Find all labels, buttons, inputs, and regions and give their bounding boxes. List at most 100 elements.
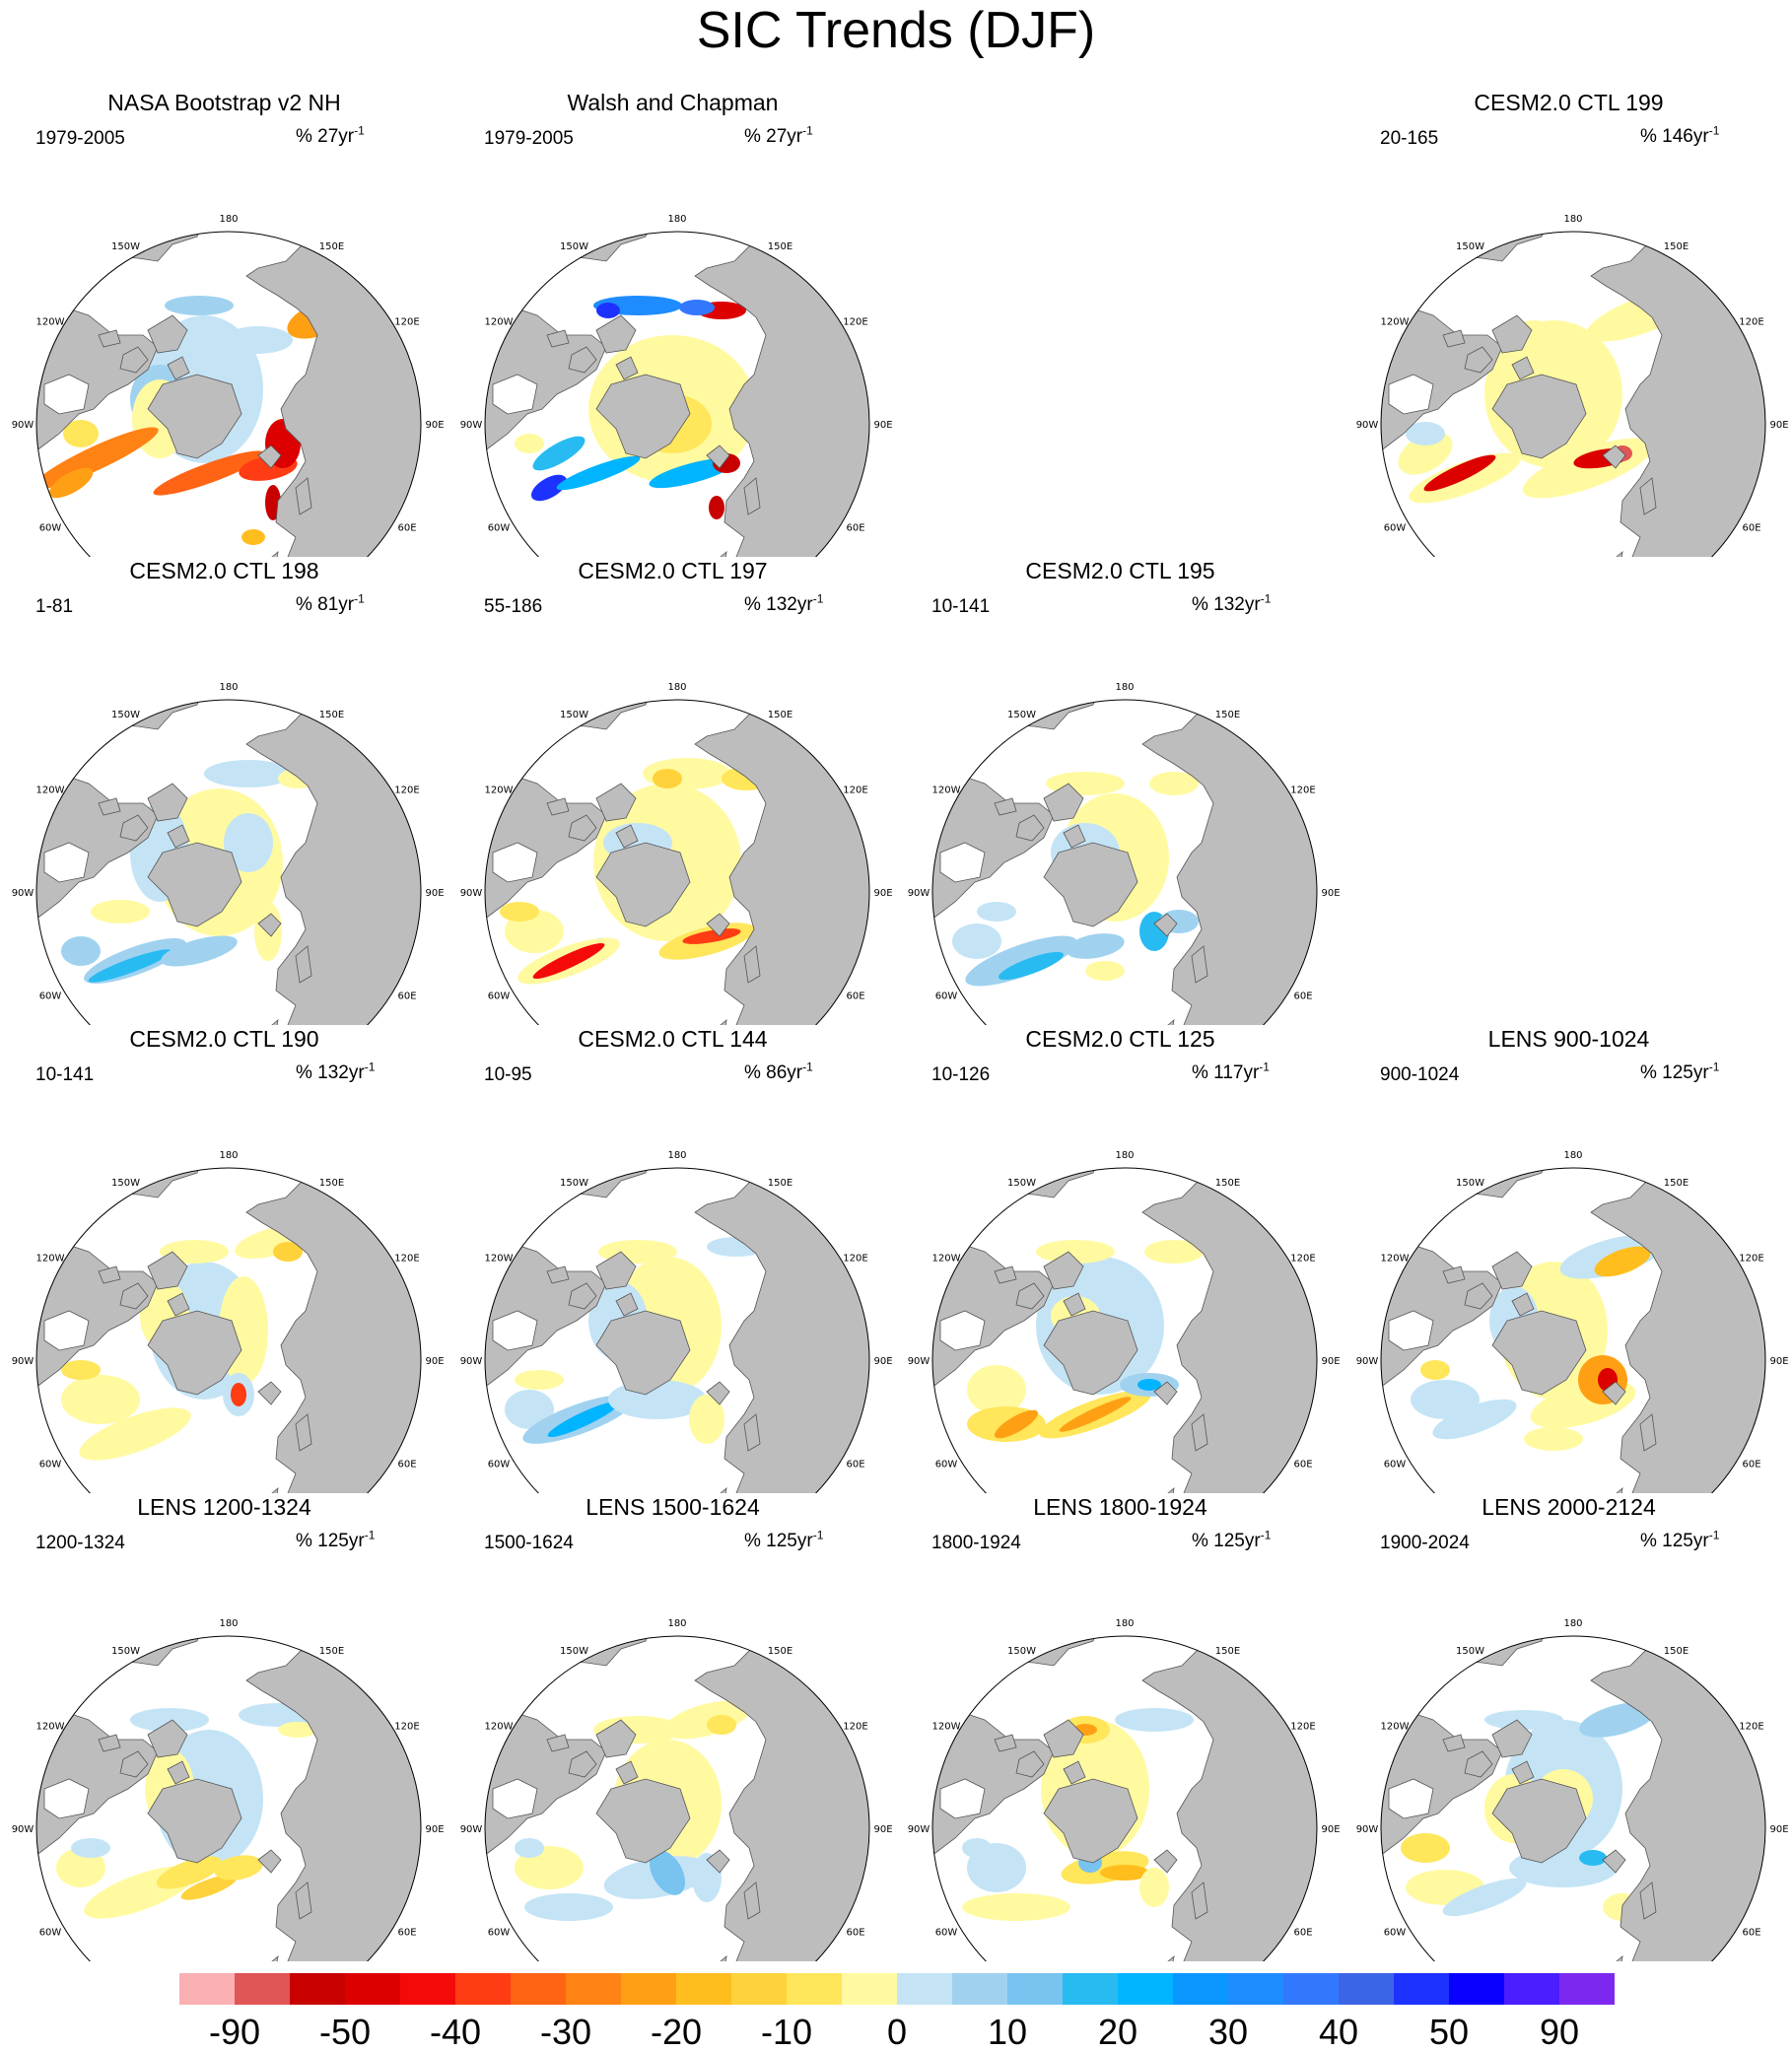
longitude-label: 60W xyxy=(488,1460,511,1471)
longitude-label: 180 xyxy=(1115,1150,1134,1161)
longitude-label: 90E xyxy=(873,420,892,431)
longitude-label: 60W xyxy=(39,523,62,534)
longitude-label: 150W xyxy=(560,241,588,252)
longitude-label: 90W xyxy=(460,1356,483,1367)
map-panel: 180150E120E90E60E30E030W60W90W120W150WCE… xyxy=(448,1025,897,1493)
longitude-label: 180 xyxy=(667,1618,686,1629)
longitude-label: 150E xyxy=(1664,1178,1689,1189)
longitude-label: 90W xyxy=(460,420,483,431)
colorbar-labels: -90 -50 -40 -30 -20 -10 0 10 20 30 40 50 90 xyxy=(0,2013,1792,2052)
longitude-label: 120W xyxy=(1381,1722,1410,1733)
colorbar-swatch xyxy=(179,1973,235,2005)
panel-title: LENS 1800-1924 xyxy=(1033,1494,1207,1520)
longitude-label: 60E xyxy=(846,523,864,534)
colorbar-swatch xyxy=(1559,1973,1615,2005)
panel-title: CESM2.0 CTL 195 xyxy=(1025,558,1215,583)
polar-map: 180150E120E90E60E30E030W60W90W120W150W xyxy=(908,682,1341,1025)
longitude-label: 90W xyxy=(460,1824,483,1835)
colorbar-swatch xyxy=(1449,1973,1504,2005)
panel-units: % 132yr-1 xyxy=(744,592,823,618)
panel-units-text: % 81yr xyxy=(296,594,355,615)
longitude-label: 180 xyxy=(667,1150,686,1161)
longitude-label: 60E xyxy=(1293,1460,1312,1471)
panel-units: % 27yr-1 xyxy=(744,124,813,150)
colorbar xyxy=(179,1973,1615,2005)
panel-period: 55-186 xyxy=(484,596,543,617)
colorbar-tick-label: -10 xyxy=(760,2012,813,2052)
colorbar-tick-label: 20 xyxy=(1097,2012,1138,2052)
colorbar-tick-label: -30 xyxy=(539,2012,592,2052)
longitude-label: 150W xyxy=(1007,1178,1036,1189)
longitude-label: 60W xyxy=(39,1928,62,1939)
panel-period: 1800-1924 xyxy=(931,1533,1021,1553)
panel-title: LENS 2000-2124 xyxy=(1482,1494,1656,1520)
longitude-label: 120E xyxy=(843,786,867,796)
map-panel: 180150E120E90E60E30E030W60W90W120W150WLE… xyxy=(1344,1493,1792,1961)
polar-map: 180150E120E90E60E30E030W60W90W120W150W xyxy=(460,1150,893,1493)
colorbar-swatch xyxy=(842,1973,897,2005)
colorbar-tick-label: 50 xyxy=(1428,2012,1470,2052)
longitude-label: 120W xyxy=(485,317,514,328)
map-panel: 180150E120E90E60E30E030W60W90W120W150WLE… xyxy=(1344,1025,1792,1493)
colorbar-tick-label: 0 xyxy=(886,2012,908,2052)
longitude-label: 180 xyxy=(1115,1618,1134,1629)
panel-units-text: % 27yr xyxy=(296,126,355,147)
longitude-label: 150E xyxy=(768,1178,793,1189)
longitude-label: 90W xyxy=(908,1356,930,1367)
polar-map: 180150E120E90E60E30E030W60W90W120W150W xyxy=(12,214,445,557)
longitude-label: 150W xyxy=(111,1178,140,1189)
panel-period: 1900-2024 xyxy=(1380,1533,1470,1553)
longitude-label: 120E xyxy=(394,1722,419,1733)
polar-map: 180150E120E90E60E30E030W60W90W120W150W xyxy=(1356,1150,1789,1493)
colorbar-swatch xyxy=(566,1973,621,2005)
polar-map: 180150E120E90E60E30E030W60W90W120W150W xyxy=(12,1618,445,1961)
longitude-label: 180 xyxy=(1563,1618,1582,1629)
panel-units: % 132yr-1 xyxy=(296,1060,375,1086)
panel-period: 10-95 xyxy=(484,1064,532,1085)
longitude-label: 60W xyxy=(1384,1460,1407,1471)
longitude-label: 150E xyxy=(1215,1178,1240,1189)
colorbar-swatch xyxy=(787,1973,842,2005)
longitude-label: 90E xyxy=(1321,1356,1340,1367)
longitude-label: 90E xyxy=(873,1356,892,1367)
longitude-label: 120E xyxy=(1739,1722,1763,1733)
longitude-label: 180 xyxy=(1115,682,1134,693)
map-panel: 180150E120E90E60E30E030W60W90W120W150WCE… xyxy=(1344,89,1792,557)
panel-title: LENS 1500-1624 xyxy=(586,1494,760,1520)
longitude-label: 120E xyxy=(1739,317,1763,328)
panel-units-exponent: -1 xyxy=(364,1060,376,1074)
longitude-label: 120E xyxy=(843,1254,867,1265)
colorbar-swatch xyxy=(952,1973,1007,2005)
longitude-label: 60E xyxy=(1293,1928,1312,1939)
colorbar-tick-label: 90 xyxy=(1539,2012,1580,2052)
colorbar-swatch xyxy=(897,1973,952,2005)
longitude-label: 120W xyxy=(1381,317,1410,328)
map-panel: 180150E120E90E60E30E030W60W90W120W150W CE… xyxy=(896,557,1344,1025)
panel-units-text: % 117yr xyxy=(1192,1062,1260,1083)
map-panel: 180150E120E90E60E30E030W60W90W120W150WCE… xyxy=(448,557,897,1025)
panel-title: CESM2.0 CTL 199 xyxy=(1474,90,1664,115)
polar-map: 180150E120E90E60E30E030W60W90W120W150W xyxy=(12,1150,445,1493)
panel-period: 1-81 xyxy=(35,596,74,617)
longitude-label: 120W xyxy=(932,1722,961,1733)
colorbar-swatch xyxy=(1504,1973,1559,2005)
longitude-label: 150E xyxy=(768,710,793,720)
longitude-label: 90E xyxy=(425,1824,444,1835)
longitude-label: 90E xyxy=(1769,1824,1788,1835)
longitude-label: 60E xyxy=(1293,992,1312,1002)
longitude-label: 150E xyxy=(768,1646,793,1657)
colorbar-swatch xyxy=(455,1973,511,2005)
longitude-label: 120W xyxy=(36,317,65,328)
panel-period: 10-141 xyxy=(35,1064,95,1085)
longitude-label: 90W xyxy=(908,888,930,899)
panel-units-exponent: -1 xyxy=(354,591,365,606)
longitude-label: 180 xyxy=(219,1150,238,1161)
map-panel: 180150E120E90E60E30E030W60W90W120W150WWa… xyxy=(448,89,897,557)
panel-units: % 117yr-1 xyxy=(1192,1060,1270,1086)
longitude-label: 120W xyxy=(36,1722,65,1733)
panel-units-exponent: -1 xyxy=(364,1528,376,1542)
panel-period: 10-126 xyxy=(931,1064,991,1085)
longitude-label: 90E xyxy=(873,1824,892,1835)
panel-units: % 125yr-1 xyxy=(1640,1060,1719,1086)
longitude-label: 60E xyxy=(1742,1460,1760,1471)
